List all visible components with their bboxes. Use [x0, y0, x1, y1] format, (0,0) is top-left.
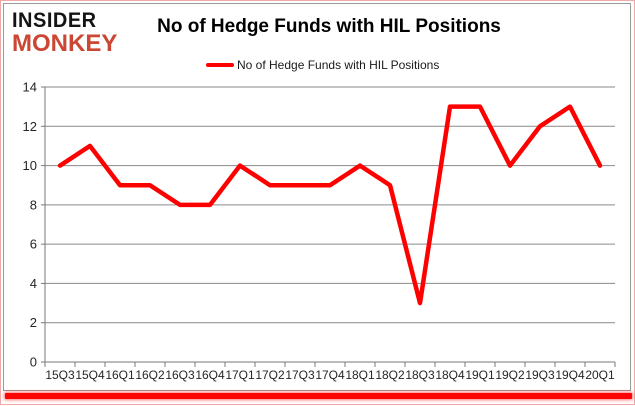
x-axis-tick-label: 16Q1 — [105, 368, 135, 382]
bottom-red-bar — [5, 393, 632, 399]
x-axis-tick-label: 18Q2 — [375, 368, 405, 382]
legend: No of Hedge Funds with HIL Positions — [206, 58, 439, 72]
chart-title: No of Hedge Funds with HIL Positions — [157, 16, 501, 37]
y-axis-tick-label: 14 — [23, 80, 37, 95]
x-axis-tick-label: 18Q4 — [435, 368, 465, 382]
x-axis-tick-label: 16Q4 — [195, 368, 225, 382]
y-axis-tick-label: 2 — [30, 315, 37, 330]
x-axis-tick-label: 17Q1 — [225, 368, 255, 382]
chart-frame: INSIDER MONKEY No of Hedge Funds with HI… — [3, 3, 631, 391]
x-axis-tick-label: 15Q4 — [75, 368, 105, 382]
y-axis-tick-label: 8 — [30, 197, 37, 212]
legend-line-marker-icon — [206, 63, 234, 67]
y-axis-tick-label: 4 — [30, 276, 37, 291]
legend-label: No of Hedge Funds with HIL Positions — [237, 58, 440, 72]
x-axis-tick-label: 18Q1 — [345, 368, 375, 382]
logo-word-insider: INSIDER — [12, 8, 97, 33]
y-axis-tick-label: 6 — [30, 237, 37, 252]
x-axis-tick-label: 19Q4 — [555, 368, 585, 382]
x-axis-tick-label: 18Q3 — [405, 368, 435, 382]
x-axis-tick-label: 17Q3 — [285, 368, 315, 382]
x-axis-tick-label: 15Q3 — [45, 368, 75, 382]
x-axis-tick-label: 19Q2 — [495, 368, 525, 382]
x-axis-tick-label: 17Q4 — [315, 368, 345, 382]
x-axis-tick-label: 19Q3 — [525, 368, 555, 382]
y-axis-tick-label: 12 — [23, 119, 37, 134]
x-axis-tick-label: 20Q1 — [585, 368, 615, 382]
insider-monkey-logo: INSIDER MONKEY — [12, 10, 117, 56]
y-axis-tick-label: 0 — [30, 355, 37, 370]
y-axis-tick-label: 10 — [23, 158, 37, 173]
x-axis-tick-label: 17Q2 — [255, 368, 285, 382]
hedge-funds-series-line — [57, 104, 603, 306]
logo-word-monkey: MONKEY — [12, 30, 118, 57]
x-axis-tick-label: 16Q2 — [135, 368, 165, 382]
x-axis-tick-label: 19Q1 — [465, 368, 495, 382]
x-axis-tick-label: 16Q3 — [165, 368, 195, 382]
